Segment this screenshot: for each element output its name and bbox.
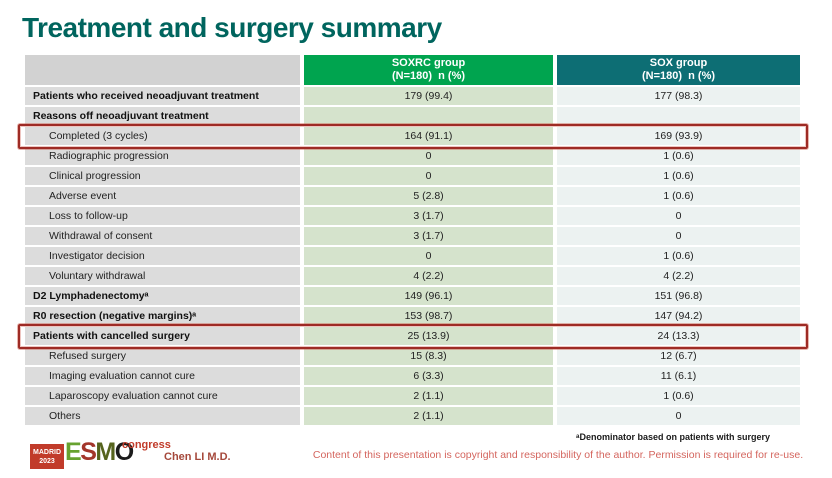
table-row: Patients with cancelled surgery 25 (13.9… (25, 327, 800, 345)
soxrc-value: 5 (2.8) (304, 187, 553, 205)
table-row: D2 Lymphadenectomyᵃ 149 (96.1) 151 (96.8… (25, 287, 800, 305)
row-label: Investigator decision (25, 247, 300, 265)
soxrc-value: 25 (13.9) (304, 327, 553, 345)
sox-value: 1 (0.6) (557, 387, 800, 405)
table-row: Withdrawal of consent 3 (1.7) 0 (25, 227, 800, 245)
row-label: Refused surgery (25, 347, 300, 365)
table-row: Clinical progression 0 1 (0.6) (25, 167, 800, 185)
row-label: Patients who received neoadjuvant treatm… (25, 87, 300, 105)
soxrc-value: 149 (96.1) (304, 287, 553, 305)
sox-value: 0 (557, 207, 800, 225)
sox-value: 169 (93.9) (557, 127, 800, 145)
esmo-letter: E (65, 438, 82, 466)
esmo-letter: M (95, 438, 116, 466)
sox-value: 0 (557, 227, 800, 245)
esmo-logo-text: ESMO (65, 438, 134, 466)
copyright-notice: Content of this presentation is copyrigh… (312, 449, 804, 461)
header-soxrc-group: SOXRC group (N=180) n (%) (304, 55, 553, 85)
table-body: Patients who received neoadjuvant treatm… (18, 87, 808, 425)
summary-table: SOXRC group (N=180) n (%) SOX group (N=1… (18, 55, 808, 427)
row-label: Clinical progression (25, 167, 300, 185)
table-row: Laparoscopy evaluation cannot cure 2 (1.… (25, 387, 800, 405)
soxrc-value: 3 (1.7) (304, 227, 553, 245)
badge-year: 2023 (39, 457, 55, 465)
table-row: Patients who received neoadjuvant treatm… (25, 87, 800, 105)
sox-value: 177 (98.3) (557, 87, 800, 105)
madrid-2023-badge: MADRID 2023 (30, 444, 64, 469)
author-name: Chen LI M.D. (164, 451, 231, 463)
soxrc-value: 6 (3.3) (304, 367, 553, 385)
esmo-letter: O (114, 438, 134, 466)
soxrc-value: 153 (98.7) (304, 307, 553, 325)
sox-value: 1 (0.6) (557, 147, 800, 165)
soxrc-value (304, 107, 553, 125)
table-header-row: SOXRC group (N=180) n (%) SOX group (N=1… (25, 55, 800, 85)
soxrc-value: 0 (304, 147, 553, 165)
soxrc-value: 15 (8.3) (304, 347, 553, 365)
table-footnote: ᵃDenominator based on patients with surg… (576, 432, 770, 442)
row-label: R0 resection (negative margins)ᵃ (25, 307, 300, 325)
table-row: Reasons off neoadjuvant treatment (25, 107, 800, 125)
sox-value: 0 (557, 407, 800, 425)
row-label: Withdrawal of consent (25, 227, 300, 245)
row-label: Reasons off neoadjuvant treatment (25, 107, 300, 125)
sox-value (557, 107, 800, 125)
table-row: Completed (3 cycles) 164 (91.1) 169 (93.… (25, 127, 800, 145)
row-label: Radiographic progression (25, 147, 300, 165)
soxrc-value: 3 (1.7) (304, 207, 553, 225)
header-soxrc-subtitle: (N=180) n (%) (391, 70, 466, 82)
sox-value: 24 (13.3) (557, 327, 800, 345)
page-title: Treatment and surgery summary (22, 12, 442, 43)
row-label: Laparoscopy evaluation cannot cure (25, 387, 300, 405)
table-row: Radiographic progression 0 1 (0.6) (25, 147, 800, 165)
soxrc-value: 164 (91.1) (304, 127, 553, 145)
soxrc-value: 0 (304, 167, 553, 185)
row-label: Patients with cancelled surgery (25, 327, 300, 345)
soxrc-value: 4 (2.2) (304, 267, 553, 285)
table-row: R0 resection (negative margins)ᵃ 153 (98… (25, 307, 800, 325)
row-label: Adverse event (25, 187, 300, 205)
header-sox-group: SOX group (N=180) n (%) (557, 55, 800, 85)
sox-value: 1 (0.6) (557, 187, 800, 205)
esmo-letter: S (80, 438, 97, 466)
table-row: Imaging evaluation cannot cure 6 (3.3) 1… (25, 367, 800, 385)
sox-value: 11 (6.1) (557, 367, 800, 385)
table-row: Investigator decision 0 1 (0.6) (25, 247, 800, 265)
table-row: Loss to follow-up 3 (1.7) 0 (25, 207, 800, 225)
sox-value: 1 (0.6) (557, 247, 800, 265)
row-label: Loss to follow-up (25, 207, 300, 225)
table-row: Adverse event 5 (2.8) 1 (0.6) (25, 187, 800, 205)
soxrc-value: 179 (99.4) (304, 87, 553, 105)
sox-value: 151 (96.8) (557, 287, 800, 305)
row-label: Completed (3 cycles) (25, 127, 300, 145)
soxrc-value: 0 (304, 247, 553, 265)
row-label: Others (25, 407, 300, 425)
badge-city: MADRID (33, 448, 61, 456)
row-label: D2 Lymphadenectomyᵃ (25, 287, 300, 305)
table-row: Others 2 (1.1) 0 (25, 407, 800, 425)
table-row: Refused surgery 15 (8.3) 12 (6.7) (25, 347, 800, 365)
congress-label: congress (122, 439, 171, 451)
sox-value: 147 (94.2) (557, 307, 800, 325)
header-empty-cell (25, 55, 300, 85)
soxrc-value: 2 (1.1) (304, 387, 553, 405)
sox-value: 4 (2.2) (557, 267, 800, 285)
row-label: Voluntary withdrawal (25, 267, 300, 285)
table-row: Voluntary withdrawal 4 (2.2) 4 (2.2) (25, 267, 800, 285)
header-soxrc-title: SOXRC group (391, 57, 466, 69)
header-sox-title: SOX group (649, 57, 708, 69)
soxrc-value: 2 (1.1) (304, 407, 553, 425)
sox-value: 1 (0.6) (557, 167, 800, 185)
sox-value: 12 (6.7) (557, 347, 800, 365)
header-sox-subtitle: (N=180) n (%) (641, 70, 716, 82)
row-label: Imaging evaluation cannot cure (25, 367, 300, 385)
